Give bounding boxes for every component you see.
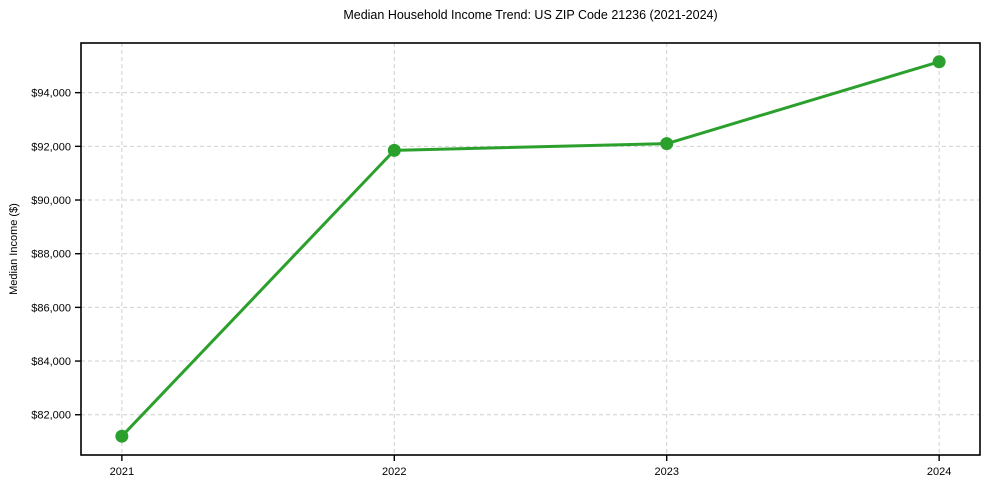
- data-point: [387, 143, 401, 157]
- y-tick-label: $82,000: [31, 410, 71, 422]
- x-tick-label: 2023: [654, 466, 678, 478]
- data-point: [932, 55, 946, 69]
- y-tick-label: $84,000: [31, 356, 71, 368]
- y-tick-label: $92,000: [31, 141, 71, 153]
- y-tick-label: $88,000: [31, 249, 71, 261]
- chart-title: Median Household Income Trend: US ZIP Co…: [343, 8, 718, 22]
- y-tick-label: $86,000: [31, 302, 71, 314]
- x-tick-label: 2021: [110, 466, 134, 478]
- data-point: [115, 429, 129, 443]
- axes-border: [80, 42, 981, 456]
- x-tick-label: 2024: [927, 466, 951, 478]
- y-tick-label: $94,000: [31, 88, 71, 100]
- data-point: [660, 137, 674, 151]
- trend-line: [120, 60, 941, 438]
- x-tick-label: 2022: [382, 466, 406, 478]
- y-tick-label: $90,000: [31, 195, 71, 207]
